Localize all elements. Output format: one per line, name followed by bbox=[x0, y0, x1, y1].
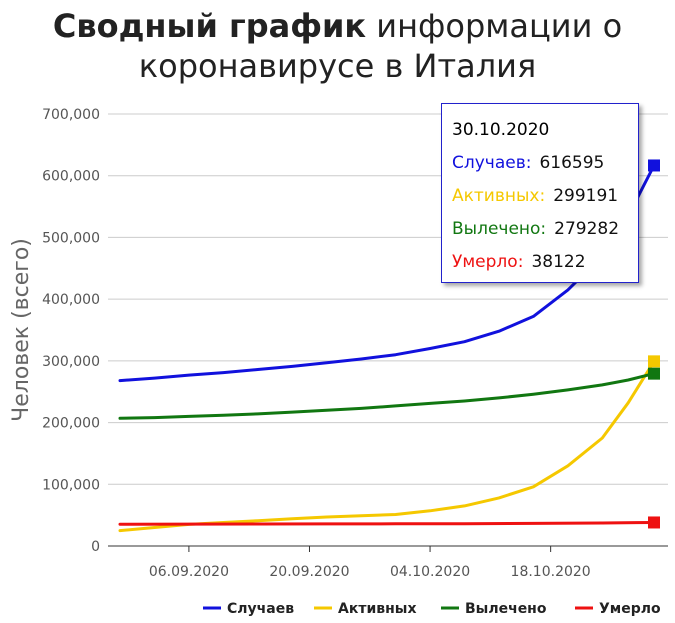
tooltip-label-deaths: Умерло: bbox=[452, 252, 524, 272]
tooltip-label-cases: Случаев: bbox=[452, 153, 532, 173]
tooltip-value-recovered: 279282 bbox=[554, 219, 620, 239]
x-tick-label: 06.09.2020 bbox=[149, 564, 229, 580]
y-tick-label: 100,000 bbox=[42, 477, 100, 493]
legend-label-0: Случаев bbox=[227, 601, 294, 617]
series-line-2 bbox=[118, 372, 656, 420]
series-end-marker-2 bbox=[648, 367, 660, 380]
y-tick-label: 500,000 bbox=[42, 230, 100, 246]
chart-title-bold: Сводный график bbox=[52, 7, 367, 45]
tooltip-date: 30.10.2020 bbox=[452, 120, 550, 140]
tooltip-row-cases: Случаев: 616595 bbox=[452, 151, 638, 184]
y-tick-label: 300,000 bbox=[42, 354, 100, 370]
tooltip-row-recovered: Вылечено: 279282 bbox=[452, 217, 638, 250]
legend-label-1: Активных bbox=[338, 601, 416, 617]
series-line-1 bbox=[118, 359, 656, 533]
tooltip-value-deaths: 38122 bbox=[531, 252, 586, 272]
chart-title-rest: информации о коронавирусе в Италия bbox=[138, 7, 623, 85]
tooltip-value-cases: 616595 bbox=[539, 153, 605, 173]
x-tick-label: 18.10.2020 bbox=[511, 564, 591, 580]
y-axis-label: Человек (всего) bbox=[9, 238, 34, 422]
legend-label-3: Умерло bbox=[599, 601, 661, 617]
legend-label-2: Вылечено bbox=[465, 601, 547, 617]
y-tick-label: 0 bbox=[91, 539, 100, 555]
y-tick-label: 400,000 bbox=[42, 292, 100, 308]
chart-title: Сводный график информации о коронавирусе… bbox=[0, 6, 675, 86]
tooltip-row-active: Активных: 299191 bbox=[452, 184, 638, 217]
x-tick-label: 04.10.2020 bbox=[390, 564, 470, 580]
data-tooltip: 30.10.2020 Случаев: 616595 Активных: 29919… bbox=[441, 103, 639, 283]
y-tick-label: 200,000 bbox=[42, 416, 100, 432]
series-end-marker-0 bbox=[648, 159, 660, 172]
tooltip-row-deaths: Умерло: 38122 bbox=[452, 250, 638, 283]
series-end-marker-3 bbox=[648, 516, 660, 529]
series-end-marker-1 bbox=[648, 355, 660, 368]
y-tick-label: 700,000 bbox=[42, 107, 100, 123]
x-tick-label: 20.09.2020 bbox=[269, 564, 349, 580]
y-tick-label: 600,000 bbox=[42, 169, 100, 185]
tooltip-label-recovered: Вылечено: bbox=[452, 219, 547, 239]
tooltip-value-active: 299191 bbox=[553, 186, 619, 206]
series-line-3 bbox=[118, 521, 656, 526]
tooltip-label-active: Активных: bbox=[452, 186, 546, 206]
